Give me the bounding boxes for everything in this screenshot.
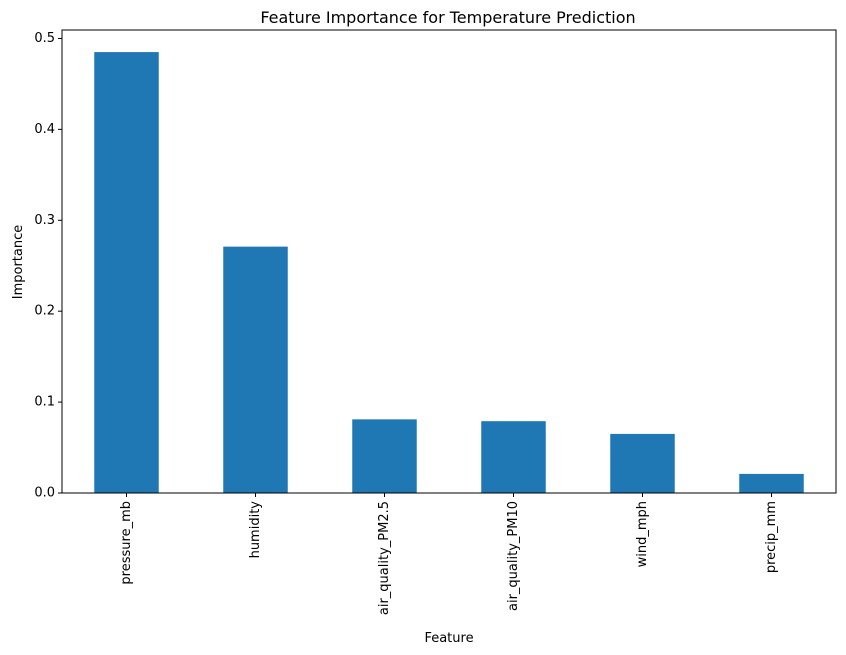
y-tick-label: 0.1	[34, 395, 55, 410]
x-tick-label: air_quality_PM10	[506, 501, 521, 611]
bar-humidity	[223, 246, 288, 493]
x-tick-label: wind_mph	[635, 501, 650, 567]
y-tick-label: 0.3	[34, 213, 55, 228]
y-tick-label: 0.2	[34, 304, 55, 319]
y-axis-label: Importance	[11, 225, 26, 300]
x-tick-label: pressure_mb	[119, 501, 134, 585]
x-tick-label: humidity	[248, 501, 263, 559]
y-tick-label: 0.0	[34, 486, 55, 501]
plot-frame	[61, 29, 837, 494]
plot-area: pressure_mb humidity air_quality_PM2.5 air_…	[34, 31, 804, 615]
x-tick-label: air_quality_PM2.5	[377, 501, 392, 615]
x-tick-label: precip_mm	[764, 501, 779, 573]
bar-air_quality_PM2.5	[352, 419, 417, 493]
bar-air_quality_PM10	[481, 421, 546, 493]
y-tick-label: 0.5	[34, 31, 55, 46]
bar-wind_mph	[610, 433, 675, 493]
bar-pressure_mb	[94, 52, 159, 493]
x-axis-label: Feature	[424, 631, 473, 646]
chart-title: Feature Importance for Temperature Predi…	[260, 8, 635, 27]
y-tick-label: 0.4	[34, 122, 55, 137]
bar-precip_mm	[739, 473, 804, 493]
